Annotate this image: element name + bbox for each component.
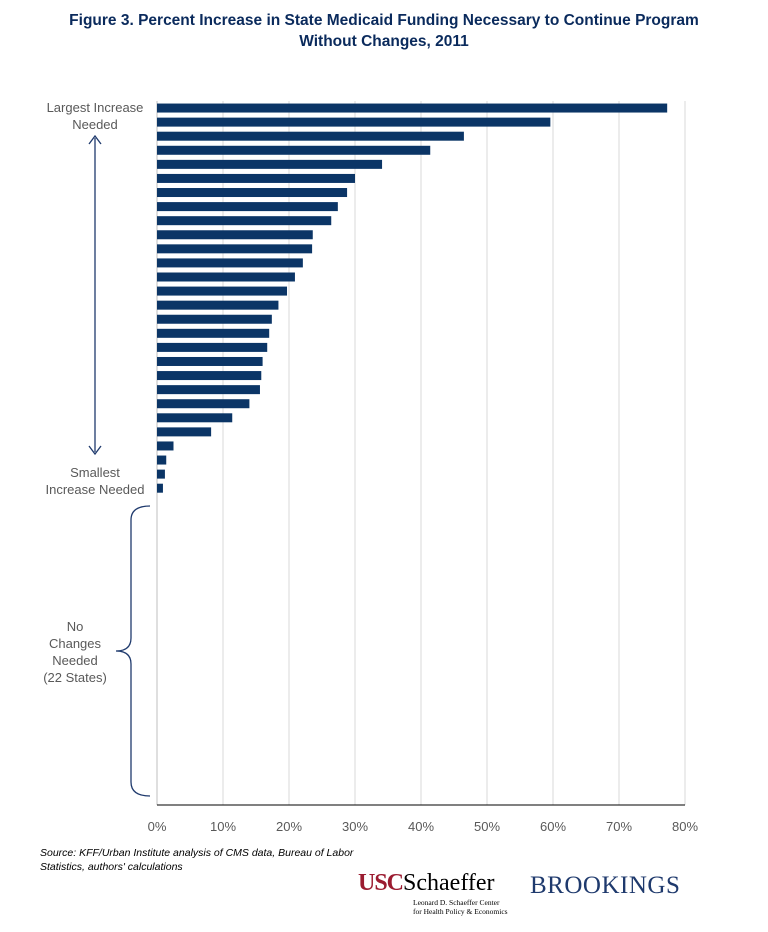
x-tick-label: 30% — [342, 819, 368, 834]
bar — [157, 286, 288, 296]
bar — [157, 371, 262, 381]
arrow-down-icon — [88, 445, 102, 456]
x-tick-label: 80% — [672, 819, 698, 834]
smallest-increase-label: Smallest Increase Needed — [45, 465, 145, 497]
bar — [157, 103, 668, 113]
x-tick-label: 20% — [276, 819, 302, 834]
x-tick-label: 60% — [540, 819, 566, 834]
bar — [157, 413, 233, 423]
bar — [157, 469, 165, 479]
bar — [157, 244, 313, 254]
usc-logo-name: Schaeffer — [403, 870, 495, 896]
largest-increase-label: Largest Increase Needed — [46, 100, 144, 132]
bar — [157, 145, 431, 155]
x-tick-label: 50% — [474, 819, 500, 834]
bar — [157, 131, 464, 141]
bar — [157, 202, 338, 212]
bar — [157, 483, 163, 493]
brookings-logo: BROOKINGS — [530, 872, 681, 899]
bar — [157, 342, 268, 352]
brace-icon — [115, 505, 151, 797]
bars — [157, 103, 668, 493]
bar — [157, 356, 263, 366]
bar — [157, 399, 250, 409]
usc-schaeffer-logo: USCSchaeffer Leonard D. Schaeffer Center… — [358, 868, 528, 924]
bar — [157, 159, 383, 169]
no-changes-label: No Changes Needed (22 States) — [43, 619, 107, 685]
bar — [157, 328, 270, 338]
bar — [157, 314, 272, 324]
x-tick-label: 70% — [606, 819, 632, 834]
bar — [157, 441, 174, 451]
x-tick-label: 10% — [210, 819, 236, 834]
arrow-up-icon — [88, 134, 102, 145]
bar — [157, 427, 212, 437]
x-tick-labels: 0% 10% 20% 30% 40% 50% 60% 70% 80% — [148, 819, 699, 834]
title-line-2: Without Changes, 2011 — [299, 33, 469, 50]
bar — [157, 455, 167, 465]
x-tick-label: 40% — [408, 819, 434, 834]
title-line-1: Figure 3. Percent Increase in State Medi… — [69, 12, 699, 29]
x-tick-label: 0% — [148, 819, 167, 834]
bar — [157, 385, 260, 395]
chart-title: Figure 3. Percent Increase in State Medi… — [0, 10, 768, 52]
source-note: Source: KFF/Urban Institute analysis of … — [40, 847, 354, 873]
bar — [157, 117, 551, 127]
bar — [157, 216, 332, 226]
bar — [157, 272, 295, 282]
usc-logo-subtitle: Leonard D. Schaeffer Center for Health P… — [413, 898, 508, 916]
usc-logo-abbr: USC — [358, 870, 404, 896]
annotation-markers — [88, 134, 151, 797]
bar — [157, 173, 355, 183]
bar — [157, 258, 303, 268]
bar — [157, 230, 313, 240]
bar — [157, 188, 348, 198]
bar — [157, 300, 279, 310]
